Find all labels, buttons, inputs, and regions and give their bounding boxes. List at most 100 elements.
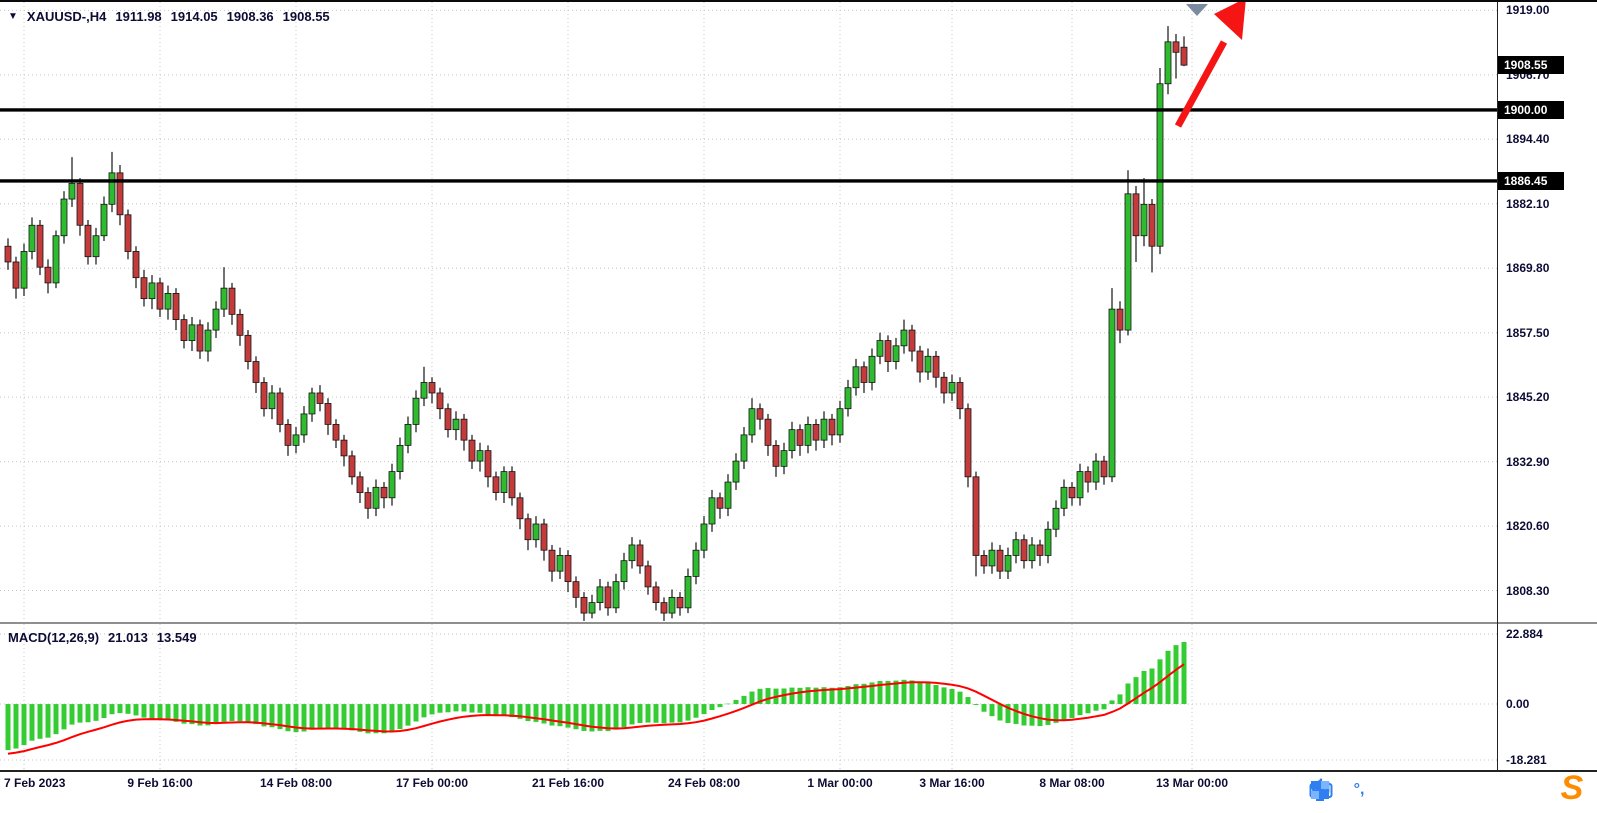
bull-candle [397, 445, 403, 471]
punctuation-icon[interactable]: °, [1346, 777, 1372, 803]
bear-candle [125, 215, 131, 252]
bull-candle [877, 341, 883, 357]
macd-histogram-bar [630, 704, 635, 724]
bull-candle [893, 346, 899, 362]
bear-candle [469, 440, 475, 461]
bear-candle [341, 440, 347, 456]
bear-candle [181, 320, 187, 341]
bear-candle [861, 367, 867, 383]
macd-label: MACD(12,26,9) [8, 630, 99, 645]
macd-histogram-bar [622, 704, 627, 727]
skin-icon[interactable] [1460, 777, 1486, 803]
bull-candle [165, 293, 171, 309]
bear-candle [381, 487, 387, 497]
macd-histogram-bar [110, 704, 115, 714]
keyboard-icon[interactable] [1422, 777, 1448, 803]
macd-histogram-bar [222, 704, 227, 722]
bear-candle [909, 330, 915, 351]
macd-histogram-bar [974, 704, 979, 705]
bear-candle [1133, 194, 1139, 236]
macd-histogram-bar [646, 704, 651, 723]
bull-candle [21, 251, 27, 288]
macd-histogram-bar [934, 685, 939, 704]
macd-histogram-bar [1182, 642, 1187, 704]
bear-candle [757, 409, 763, 419]
macd-histogram-bar [318, 704, 323, 729]
macd-histogram-bar [686, 704, 691, 721]
macd-pane[interactable] [0, 624, 1497, 770]
bear-candle [261, 382, 267, 408]
time-tick-label: 17 Feb 00:00 [396, 776, 468, 790]
bear-candle [773, 445, 779, 466]
bull-candle [853, 367, 859, 388]
bear-candle [429, 382, 435, 392]
bear-candle [37, 225, 43, 267]
sogou-logo-icon[interactable]: S [1552, 768, 1592, 808]
bull-candle [613, 582, 619, 608]
macd-histogram-bar [478, 704, 483, 713]
open-value: 1911.98 [115, 9, 161, 24]
macd-histogram-bar [414, 704, 419, 721]
bear-candle [1085, 472, 1091, 482]
ime-toolbar[interactable]: 中 °, [1308, 774, 1538, 806]
bear-candle [765, 419, 771, 445]
bear-candle [541, 524, 547, 550]
macd-histogram-bar [214, 704, 219, 724]
main-chart[interactable] [0, 2, 1497, 622]
bull-candle [925, 356, 931, 372]
collapse-icon[interactable]: ▼ [8, 11, 18, 22]
macd-histogram-bar [1038, 704, 1043, 726]
bear-candle [445, 409, 451, 430]
time-tick-label: 1 Mar 00:00 [807, 776, 872, 790]
bull-candle [749, 409, 755, 435]
bear-candle [333, 424, 339, 440]
bull-candle [805, 424, 811, 445]
bull-candle [781, 451, 787, 467]
bull-candle [949, 382, 955, 392]
bear-candle [317, 393, 323, 403]
macd-histogram-bar [454, 704, 459, 711]
bull-candle [597, 587, 603, 603]
macd-histogram-bar [366, 704, 371, 733]
macd-signal-value: 13.549 [157, 630, 197, 645]
bear-candle [1117, 309, 1123, 330]
bull-candle [1093, 461, 1099, 482]
bull-candle [789, 430, 795, 451]
bear-candle [461, 419, 467, 440]
bull-candle [189, 325, 195, 341]
bull-candle [373, 487, 379, 508]
macd-histogram-bar [1102, 704, 1107, 709]
bull-candle [93, 236, 99, 257]
macd-histogram-bar [374, 704, 379, 733]
bear-candle [349, 456, 355, 477]
bull-candle [845, 388, 851, 409]
bull-candle [101, 204, 107, 235]
macd-histogram-bar [158, 704, 163, 720]
macd-histogram-bar [166, 704, 171, 720]
bear-candle [45, 267, 51, 283]
trend-arrow-annotation[interactable] [1178, 2, 1246, 126]
bull-candle [1077, 472, 1083, 498]
pane-separator[interactable] [0, 622, 1597, 624]
toolbox-grid-icon[interactable] [1498, 777, 1524, 803]
bear-candle [549, 550, 555, 571]
bear-candle [5, 246, 11, 262]
bull-candle [293, 435, 299, 445]
bear-candle [1069, 487, 1075, 497]
macd-histogram-bar [310, 704, 315, 730]
microphone-icon[interactable] [1384, 777, 1410, 803]
price-tick-label: 1857.50 [1506, 326, 1549, 340]
macd-histogram-bar [726, 704, 731, 705]
macd-histogram-bar [1174, 645, 1179, 704]
macd-readout: MACD(12,26,9) 21.013 13.549 [8, 630, 197, 645]
bear-candle [1037, 545, 1043, 555]
macd-histogram-bar [246, 704, 251, 722]
macd-histogram-bar [550, 704, 555, 726]
bear-candle [325, 403, 331, 424]
bull-candle [301, 414, 307, 435]
bear-candle [141, 278, 147, 299]
macd-histogram-bar [918, 682, 923, 704]
